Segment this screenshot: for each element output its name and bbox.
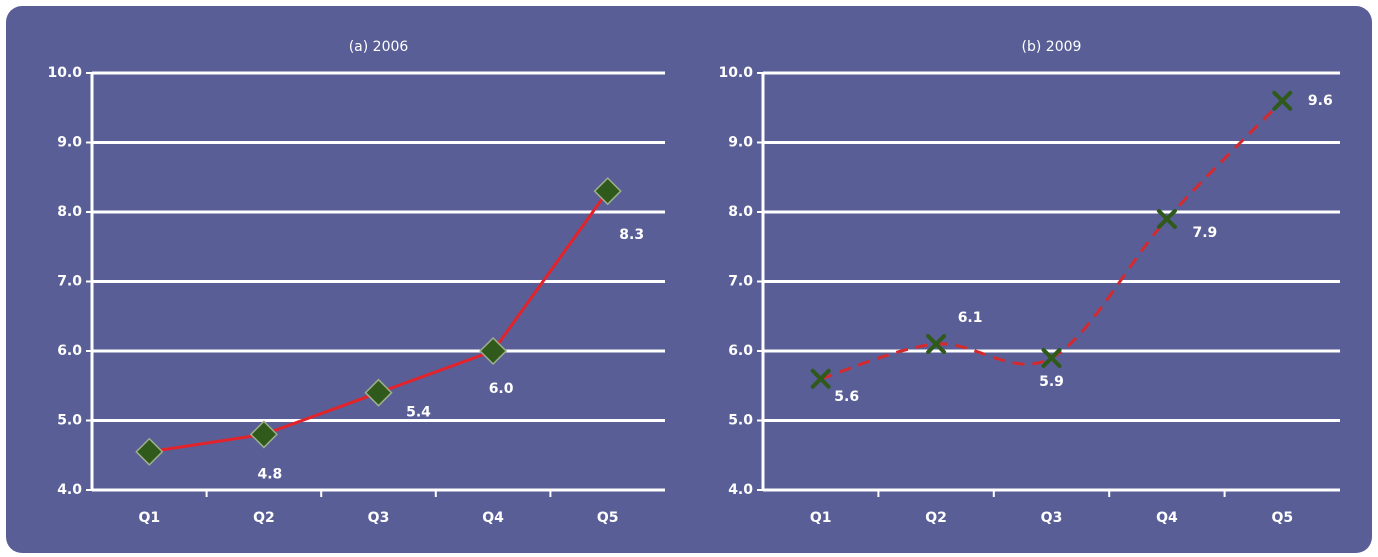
panel — [6, 6, 1372, 553]
x-tick-label: Q5 — [597, 510, 619, 526]
marker — [593, 177, 622, 206]
x-tick-label: Q5 — [1271, 510, 1293, 526]
y-tick-label: 8.0 — [728, 204, 753, 220]
y-tick-label: 10.0 — [47, 65, 82, 81]
y-tick-label: 7.0 — [57, 274, 82, 290]
data-label: 5.4 — [406, 405, 431, 421]
marker — [1156, 208, 1177, 229]
x-tick-label: Q4 — [482, 510, 504, 526]
chart-title: (a) 2006 — [349, 39, 409, 55]
marker — [364, 378, 393, 407]
data-label: 5.6 — [834, 389, 859, 405]
data-label: 6.1 — [958, 310, 983, 326]
x-tick-label: Q3 — [1041, 510, 1063, 526]
y-tick-label: 9.0 — [57, 135, 82, 151]
marker — [249, 420, 278, 449]
x-tick-label: Q1 — [138, 510, 160, 526]
marker — [1272, 90, 1293, 111]
x-tick-label: Q2 — [925, 510, 947, 526]
y-tick-label: 8.0 — [57, 204, 82, 220]
y-tick-label: 4.0 — [57, 482, 82, 498]
y-tick-label: 4.0 — [728, 482, 753, 498]
x-tick-label: Q1 — [810, 510, 832, 526]
y-tick-label: 7.0 — [728, 274, 753, 290]
data-label: 6.0 — [489, 381, 514, 397]
x-tick-label: Q3 — [368, 510, 390, 526]
data-label: 7.9 — [1192, 225, 1217, 241]
chart-title: (b) 2009 — [1022, 39, 1082, 55]
y-tick-label: 6.0 — [57, 343, 82, 359]
marker — [135, 437, 164, 466]
y-tick-label: 6.0 — [728, 343, 753, 359]
data-label: 9.6 — [1308, 93, 1333, 109]
data-label: 5.9 — [1039, 374, 1064, 390]
y-tick-label: 5.0 — [728, 413, 753, 429]
y-tick-label: 5.0 — [57, 413, 82, 429]
marker — [479, 336, 508, 366]
marker — [1041, 347, 1062, 368]
y-tick-label: 9.0 — [728, 135, 753, 151]
data-label: 4.8 — [257, 466, 282, 482]
marker — [810, 368, 831, 389]
x-tick-label: Q2 — [253, 510, 275, 526]
marker — [926, 334, 947, 355]
data-label: 8.3 — [619, 227, 644, 243]
x-tick-label: Q4 — [1156, 510, 1178, 526]
y-tick-label: 10.0 — [718, 65, 753, 81]
